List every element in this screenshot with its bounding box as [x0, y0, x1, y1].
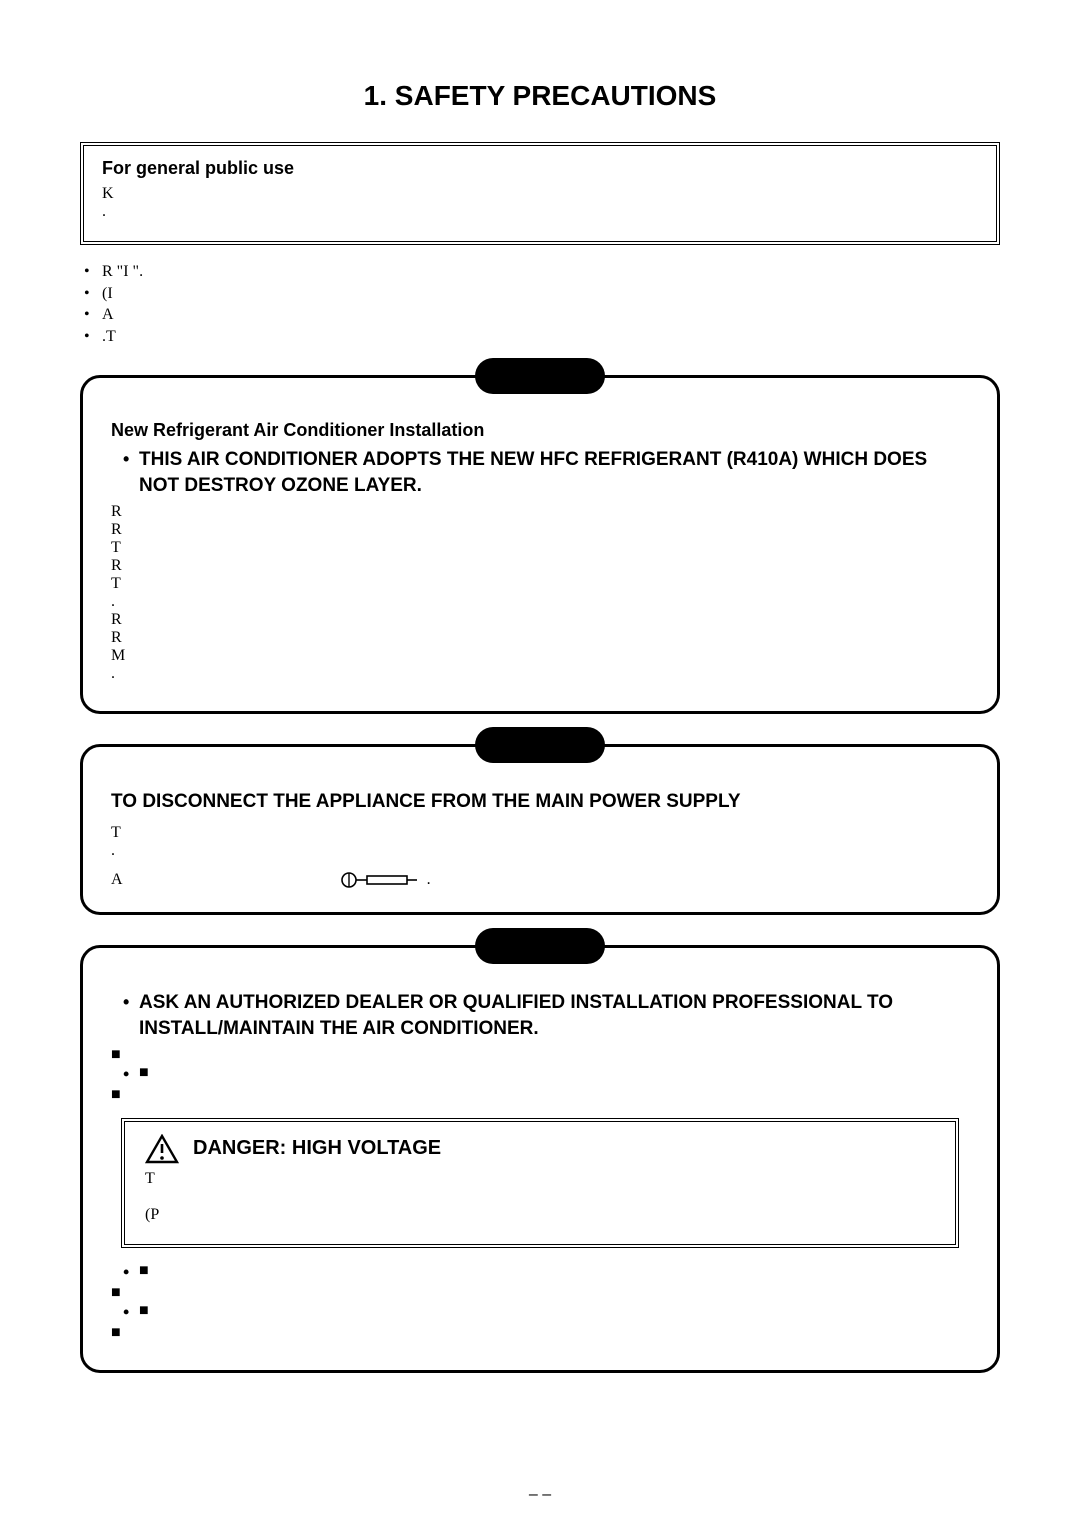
body-text: R — [111, 629, 969, 647]
plug-icon — [339, 870, 419, 890]
caution-box-disconnect: TO DISCONNECT THE APPLIANCE FROM THE MAI… — [80, 744, 1000, 916]
body-text: ■ — [111, 1284, 969, 1302]
body-text: R — [111, 521, 969, 539]
refrigerant-heading: New Refrigerant Air Conditioner Installa… — [111, 420, 969, 441]
top-bullet-list: R "I ". (I A .T — [80, 261, 1000, 347]
body-text: (P — [145, 1206, 935, 1224]
body-text: R — [111, 557, 969, 575]
body-text: T — [111, 575, 969, 593]
bullet-item: ■ — [123, 1262, 969, 1280]
bullet-item: ■ — [123, 1302, 969, 1320]
body-text: . — [111, 593, 969, 611]
plug-instruction-row: A . — [111, 870, 969, 890]
body-text: R — [111, 503, 969, 521]
caution-box-refrigerant: New Refrigerant Air Conditioner Installa… — [80, 375, 1000, 713]
bullet-item: .T — [102, 326, 1000, 348]
body-text: R — [111, 611, 969, 629]
plug-text-suffix: . — [427, 871, 431, 889]
body-text: . — [111, 665, 969, 683]
page-title: 1. SAFETY PRECAUTIONS — [80, 80, 1000, 112]
bullet-item: (I — [102, 283, 1000, 305]
body-text: . — [102, 203, 978, 221]
general-public-box: For general public use K . — [80, 142, 1000, 245]
danger-heading-text: DANGER: HIGH VOLTAGE — [193, 1137, 441, 1160]
danger-high-voltage-box: DANGER: HIGH VOLTAGE T (P — [121, 1118, 959, 1248]
warning-triangle-icon — [145, 1134, 179, 1164]
bullet-item: R "I ". — [102, 261, 1000, 283]
installer-bold-text: ASK AN AUTHORIZED DEALER OR QUALIFIED IN… — [123, 990, 969, 1041]
danger-heading-row: DANGER: HIGH VOLTAGE — [145, 1134, 935, 1164]
body-text: ■ — [111, 1086, 969, 1104]
caution-box-installer: ASK AN AUTHORIZED DEALER OR QUALIFIED IN… — [80, 945, 1000, 1372]
caution-pill-icon — [475, 358, 605, 394]
body-text: K — [102, 185, 978, 203]
page-number: – – — [0, 1486, 1080, 1504]
body-text: ■ — [111, 1324, 969, 1342]
disconnect-heading: TO DISCONNECT THE APPLIANCE FROM THE MAI… — [111, 789, 969, 815]
body-text: . — [111, 842, 969, 860]
bullet-item: A — [102, 304, 1000, 326]
body-text — [145, 1188, 935, 1206]
body-text: ■ — [111, 1046, 969, 1064]
general-public-heading: For general public use — [102, 158, 978, 179]
body-text: M — [111, 647, 969, 665]
body-text: T — [111, 824, 969, 842]
body-text: T — [145, 1170, 935, 1188]
caution-pill-icon — [475, 928, 605, 964]
bullet-item: ■ — [123, 1064, 969, 1082]
body-text: T — [111, 539, 969, 557]
caution-pill-icon — [475, 727, 605, 763]
refrigerant-bold-text: THIS AIR CONDITIONER ADOPTS THE NEW HFC … — [123, 447, 969, 498]
plug-text-prefix: A — [111, 871, 123, 889]
